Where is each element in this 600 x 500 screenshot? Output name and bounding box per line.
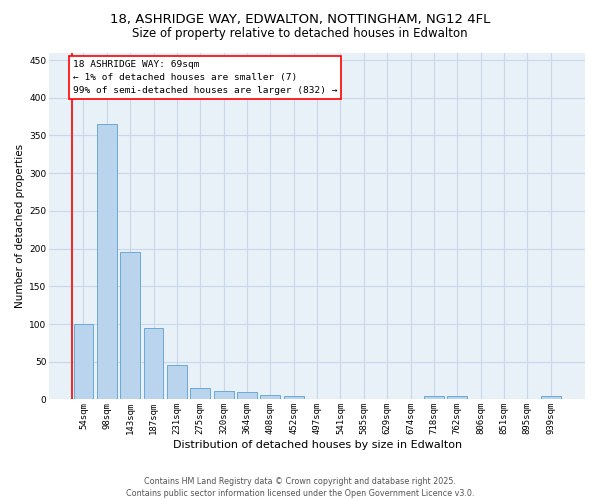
Bar [237,392,257,400]
Text: 18 ASHRIDGE WAY: 69sqm
← 1% of detached houses are smaller (7)
99% of semi-detac: 18 ASHRIDGE WAY: 69sqm ← 1% of detached … [73,60,337,96]
Y-axis label: Number of detached properties: Number of detached properties [15,144,25,308]
Bar [260,395,280,400]
Bar [448,396,467,400]
Bar [541,396,560,400]
X-axis label: Distribution of detached houses by size in Edwalton: Distribution of detached houses by size … [173,440,461,450]
Bar [284,396,304,400]
Bar [97,124,117,400]
Text: Contains HM Land Registry data © Crown copyright and database right 2025.
Contai: Contains HM Land Registry data © Crown c… [126,476,474,498]
Bar [167,364,187,400]
Bar [424,396,444,400]
Bar [214,391,233,400]
Bar [143,328,163,400]
Bar [190,388,210,400]
Bar [74,324,94,400]
Bar [120,252,140,400]
Text: Size of property relative to detached houses in Edwalton: Size of property relative to detached ho… [132,28,468,40]
Text: 18, ASHRIDGE WAY, EDWALTON, NOTTINGHAM, NG12 4FL: 18, ASHRIDGE WAY, EDWALTON, NOTTINGHAM, … [110,12,490,26]
